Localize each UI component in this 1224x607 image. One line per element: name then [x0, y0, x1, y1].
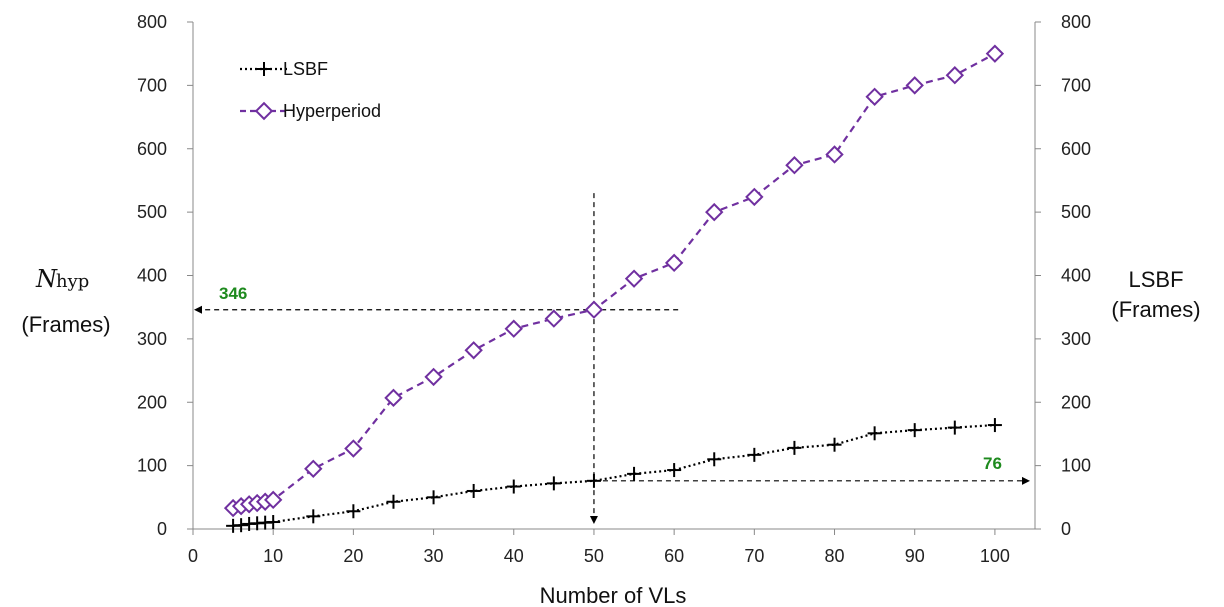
lsbf-point: [266, 515, 281, 530]
lsbf-point: [867, 426, 882, 441]
y-tick-label-right: 100: [1061, 456, 1091, 476]
hyperperiod-point: [504, 319, 523, 338]
lsbf-point: [426, 490, 441, 505]
y-tick-label-left: 400: [137, 266, 167, 286]
lsbf-point: [386, 494, 401, 509]
lsbf-point: [466, 483, 481, 498]
x-tick-label: 30: [424, 546, 444, 566]
hyperperiod-point: [785, 156, 804, 175]
hyperperiod-point: [584, 300, 604, 319]
x-tick-label: 50: [584, 546, 604, 566]
y-tick-label-right: 400: [1061, 266, 1091, 286]
hyperperiod-point: [384, 388, 403, 408]
lsbf-point: [827, 437, 842, 452]
hyperperiod-point: [624, 269, 644, 288]
hyperperiod-point: [905, 76, 924, 95]
x-tick-label: 70: [744, 546, 764, 566]
y-tick-label-right: 800: [1061, 12, 1091, 32]
hyperperiod-point: [424, 367, 443, 387]
series-line-hyperperiod: [232, 52, 996, 510]
y-tick-label-right: 700: [1061, 75, 1091, 95]
hyperperiod-point: [945, 66, 965, 85]
y-axis-right-line2: (Frames): [1111, 297, 1200, 322]
hyperperiod-point: [745, 187, 764, 207]
lsbf-point: [787, 440, 802, 455]
hyperperiod-point: [304, 459, 323, 478]
hyperperiod-point: [344, 439, 363, 458]
hyperperiod-point: [664, 253, 684, 273]
y-tick-label-left: 600: [137, 139, 167, 159]
lsbf-point: [707, 452, 722, 467]
x-tick-label: 90: [905, 546, 925, 566]
x-axis-title: Number of VLs: [540, 583, 687, 607]
x-tick-label: 80: [825, 546, 845, 566]
y-axis-right-ticks: 0 100 200 300 400 500 600 700 800: [1035, 12, 1091, 539]
horizontal-reference-arrowhead-left: [194, 305, 202, 314]
y-tick-label-right: 200: [1061, 392, 1091, 412]
y-tick-label-left: 300: [137, 329, 167, 349]
lsbf-point: [234, 518, 249, 533]
legend-hyperperiod-label: Hyperperiod: [283, 101, 381, 121]
y-tick-label-left: 500: [137, 202, 167, 222]
lsbf-point: [586, 473, 601, 488]
x-tick-label: 40: [504, 546, 524, 566]
legend-hyperperiod-marker: [254, 101, 274, 121]
y-axis-left-unit: (Frames): [21, 312, 110, 337]
vertical-reference-arrowhead: [589, 516, 598, 524]
hyperperiod-point: [825, 145, 844, 164]
y-tick-label-left: 0: [157, 519, 167, 539]
lsbf-point: [987, 418, 1002, 433]
horizontal-reference-arrowhead-right: [1022, 476, 1030, 485]
y-axis-left-symbol: N: [35, 265, 58, 293]
y-tick-label-left: 100: [137, 456, 167, 476]
hyperperiod-point: [985, 44, 1005, 63]
annotation-76: 76: [983, 454, 1002, 473]
y-tick-label-right: 300: [1061, 329, 1091, 349]
hyperperiod-point: [464, 341, 483, 360]
hyperperiod-point: [263, 490, 283, 510]
lsbf-point: [506, 479, 521, 494]
hyperperiod-point: [865, 87, 884, 106]
x-tick-label: 10: [263, 546, 283, 566]
y-axis-left-subscript: hyp: [56, 271, 89, 292]
lsbf-point: [747, 447, 762, 462]
hyperperiod-point: [544, 309, 564, 328]
y-tick-label-left: 700: [137, 75, 167, 95]
hyperperiod-point: [705, 202, 724, 222]
lsbf-point: [546, 476, 561, 491]
y-axis-left-ticks: 0 100 200 300 400 500 600 700 800: [137, 12, 193, 539]
x-tick-label: 20: [343, 546, 363, 566]
lsbf-point: [346, 504, 361, 519]
x-tick-label: 0: [188, 546, 198, 566]
lsbf-point: [627, 466, 642, 481]
y-axis-right-title: LSBF (Frames): [1111, 267, 1200, 322]
lsbf-point: [947, 420, 962, 435]
y-tick-label-right: 500: [1061, 202, 1091, 222]
y-axis-left-title: N hyp (Frames): [21, 265, 110, 337]
y-axis-right-line1: LSBF: [1128, 267, 1183, 292]
series-layer: [223, 44, 1005, 533]
y-tick-label-left: 200: [137, 392, 167, 412]
lsbf-point: [306, 509, 321, 524]
y-tick-label-right: 0: [1061, 519, 1071, 539]
legend: LSBF Hyperperiod: [240, 59, 381, 121]
annotation-346: 346: [219, 284, 247, 303]
legend-lsbf-label: LSBF: [283, 59, 328, 79]
x-tick-label: 60: [664, 546, 684, 566]
y-tick-label-left: 800: [137, 12, 167, 32]
legend-lsbf-marker: [257, 62, 271, 76]
x-axis-ticks: 0 10 20 30 40 50 60 70 80 90 100: [188, 529, 1010, 566]
lsbf-point: [667, 463, 682, 478]
lsbf-point: [907, 423, 922, 438]
y-tick-label-right: 600: [1061, 139, 1091, 159]
reference-lines: [194, 193, 1030, 524]
x-tick-label: 100: [980, 546, 1010, 566]
